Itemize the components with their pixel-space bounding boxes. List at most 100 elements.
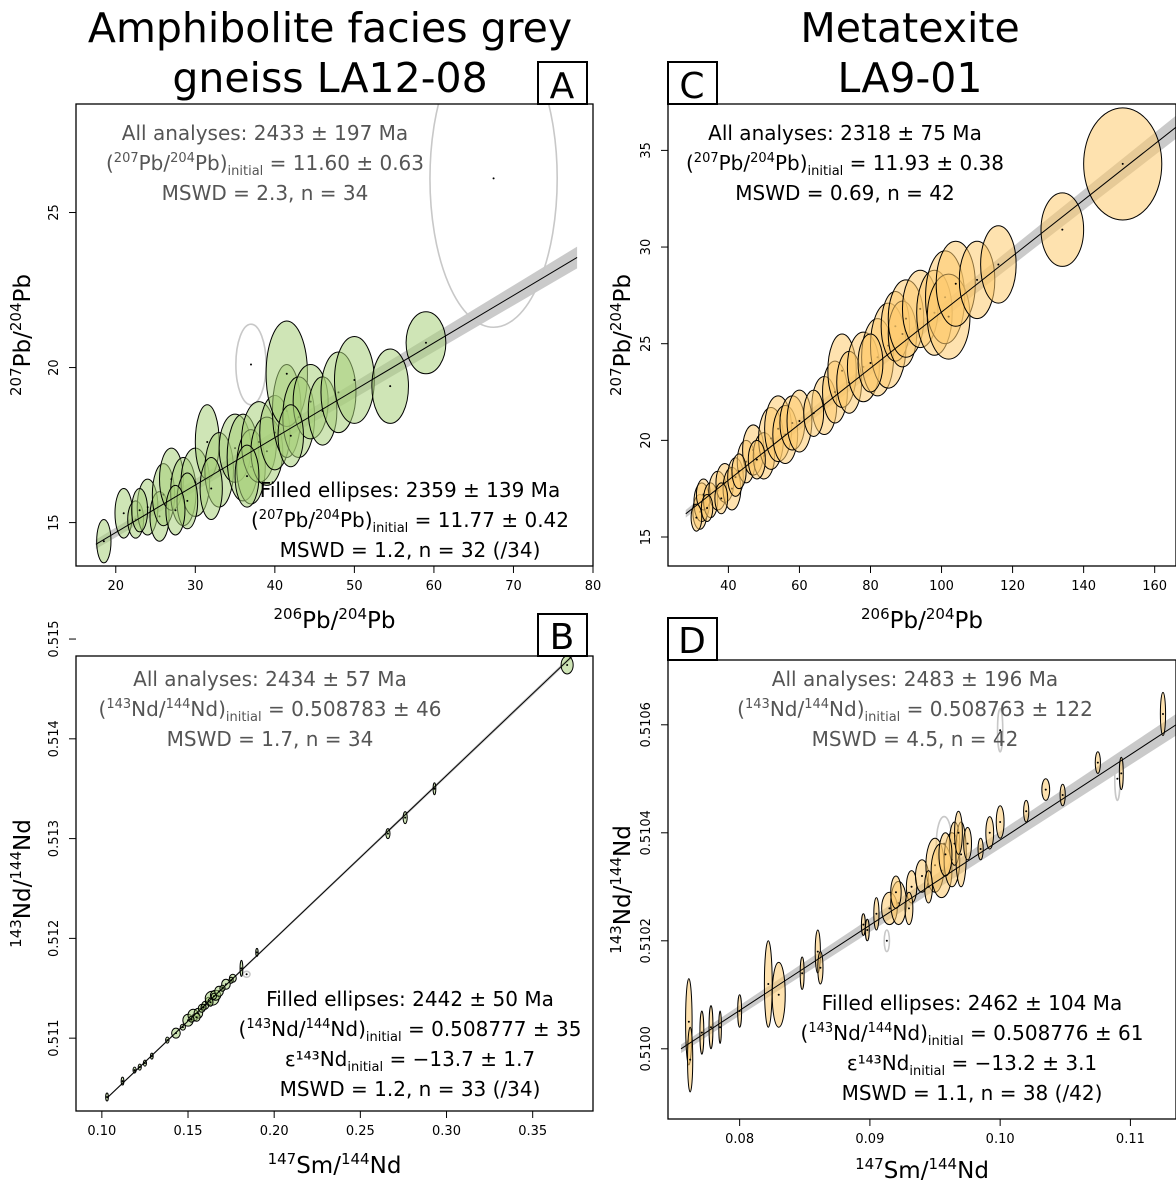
panel-a-filled-ratio-part: 207 (259, 508, 284, 523)
panel-c-plot-area (685, 107, 1176, 532)
panel-c-data-center (997, 263, 1000, 266)
panel-c-label-box (667, 61, 718, 105)
panel-a-y-axis-label-part: 207 (7, 367, 25, 396)
panel-c-data-center (954, 282, 957, 285)
panel-b-all-ratio-part: Nd) (190, 697, 225, 721)
panel-a-all-ratio-part: Pb) (195, 151, 228, 175)
panel-d-y-axis-label-part: 143 (607, 925, 625, 954)
panel-a-title-line2: gneiss LA12-08 (172, 54, 487, 102)
panel-c-data-center (755, 458, 758, 461)
panel-c-all-ratio-part: Pb) (775, 151, 808, 175)
panel-c-x-axis-label-part: Pb/ (890, 608, 926, 634)
panel-a-x-axis-label-part: Pb (367, 608, 395, 634)
panel-b-x-tick-label: 0.15 (174, 1124, 203, 1139)
panel-c-y-tick-label: 30 (639, 239, 654, 256)
panel-c-all-ratio-part: 207 (694, 151, 719, 166)
panel-d-data-center (819, 966, 822, 969)
panel-b-y-tick-label: 0.515 (47, 620, 62, 657)
panel-a-filled-ratio-part: initial (373, 521, 409, 536)
panel-d-filled-age: Filled ellipses: 2462 ± 104 Ma (822, 991, 1122, 1015)
panel-a-data-center (285, 372, 288, 375)
panel-d-all-ratio-part: Nd/ (770, 697, 805, 721)
panel-a-x-axis-label-part: 206 (274, 605, 303, 623)
panel-c-x-tick-label: 160 (1142, 579, 1167, 594)
panel-d-x-tick-label: 0.10 (986, 1132, 1015, 1147)
panel-d-excluded-ellipse (883, 929, 891, 953)
panel-d-filled-ratio: (143Nd/144Nd)initial = 0.508776 ± 61 (801, 1021, 1144, 1049)
panel-d-data-center (719, 1026, 722, 1029)
panel-b-filled-ratio-part: 144 (306, 1017, 331, 1032)
panel-b-x-axis-label-part: Sm/ (296, 1153, 341, 1179)
panel-b-y-axis-label-part: 144 (7, 851, 25, 880)
panel-a-filled-ratio-part: = 11.77 ± 0.42 (408, 508, 569, 532)
panel-d-all-ratio-part: initial (865, 710, 901, 725)
panel-d-data-center (921, 875, 923, 877)
panel-a-y-tick-label: 20 (47, 359, 62, 376)
panel-d-x-axis-label-part: Sm/ (884, 1158, 929, 1182)
panel-a-x-tick-label: 70 (505, 579, 522, 594)
panel-a-data-center (289, 434, 292, 437)
panel-c-y-axis-label-part: Pb (610, 274, 636, 302)
panel-b-excluded-ellipse (242, 970, 251, 979)
panel-d-y-axis-label-part: Nd (610, 825, 636, 857)
panel-c-y-axis-label-part: 204 (607, 302, 625, 331)
panel-d-data-center (910, 885, 913, 888)
panel-d-data-center (944, 853, 947, 856)
panel-a-y-axis-label: 207Pb/204Pb (7, 274, 36, 396)
panel-b-data-center (240, 967, 243, 970)
panel-a-y-axis-label-part: 204 (7, 302, 25, 331)
panel-b-all-ratio-part: 144 (166, 697, 191, 712)
panel-b-filled-mswd: MSWD = 1.2, n = 33 (/34) (280, 1077, 541, 1101)
panel-b-data-center (433, 787, 436, 790)
panel-c-y-tick-label: 25 (639, 335, 654, 352)
panel-b-all-ratio-part: ( (99, 697, 107, 721)
panel-b-label: B (550, 617, 575, 658)
panel-d-filled-ratio-part: initial (928, 1034, 964, 1049)
panel-b-all-analyses-ratio: (143Nd/144Nd)initial = 0.508783 ± 46 (99, 697, 442, 725)
panel-d-data-center (1096, 761, 1099, 764)
panel-b-x-axis-label-part: 147 (268, 1150, 297, 1168)
panel-b-all-analyses-mswd: MSWD = 1.7, n = 34 (167, 727, 374, 751)
panel-a-title-line1: Amphibolite facies grey (88, 4, 572, 52)
panel-d-data-center (1025, 810, 1028, 813)
panel-c-data-center (1121, 162, 1124, 165)
panel-d-data-center (888, 907, 891, 910)
panel-b-y-axis-label: 143Nd/144Nd (7, 819, 36, 948)
panel-a-filled-age: Filled ellipses: 2359 ± 139 Ma (260, 478, 560, 502)
panel-c-data-center (976, 278, 979, 281)
panel-b-data-center (195, 1016, 198, 1019)
panel-d-filled-mswd: MSWD = 1.1, n = 38 (/42) (842, 1081, 1103, 1105)
panel-a-y-tick-label: 25 (47, 204, 62, 221)
panel-c-all-ratio-part: initial (808, 164, 844, 179)
panel-a-label-box (537, 61, 588, 105)
panel-d-data-center (875, 912, 878, 915)
panel-a-all-analyses-age: All analyses: 2433 ± 197 Ma (122, 121, 408, 145)
panel-a-all-analyses-mswd: MSWD = 2.3, n = 34 (162, 181, 369, 205)
panel-c-frame (667, 103, 1176, 567)
panel-b-y-axis-label-part: 143 (7, 919, 25, 948)
panel-d-data-center (862, 923, 865, 926)
panel-a-filled-mswd: MSWD = 1.2, n = 32 (/34) (280, 538, 541, 562)
panel-b-all-ratio-part: Nd/ (131, 697, 166, 721)
panel-d-data-center (687, 1020, 690, 1023)
panel-b-all-analyses-age: All analyses: 2434 ± 57 Ma (133, 667, 407, 691)
panel-a-filled-ratio-part: Pb/ (284, 508, 316, 532)
panel-b-data-center (386, 832, 389, 835)
panel-d-all-ratio-part: = 0.508763 ± 122 (900, 697, 1093, 721)
panel-a-data-center (206, 440, 209, 443)
panel-b-x-axis-label-part: Nd (370, 1153, 402, 1179)
panel-b-data-center (209, 1001, 212, 1004)
panel-a-all-ratio-part: = 11.60 ± 0.63 (263, 151, 424, 175)
panel-a-all-ratio-part: ( (106, 151, 114, 175)
panel-c-label: C (679, 66, 704, 107)
panel-c-x-axis-label-part: 204 (926, 605, 955, 623)
panel-d-all-ratio-part: Nd) (829, 697, 864, 721)
panel-d-filled-ratio-part: 143 (808, 1021, 833, 1036)
panel-d-data-center (999, 821, 1002, 823)
panel-a-x-axis-label-part: Pb/ (302, 608, 338, 634)
panel-d-excluded-center (1116, 777, 1119, 780)
panel-a-data-center (138, 509, 141, 512)
panel-c-all-analyses-mswd: MSWD = 0.69, n = 42 (735, 181, 954, 205)
panel-a-excluded-center (249, 363, 252, 366)
panel-c-y-tick-label: 35 (639, 142, 654, 159)
